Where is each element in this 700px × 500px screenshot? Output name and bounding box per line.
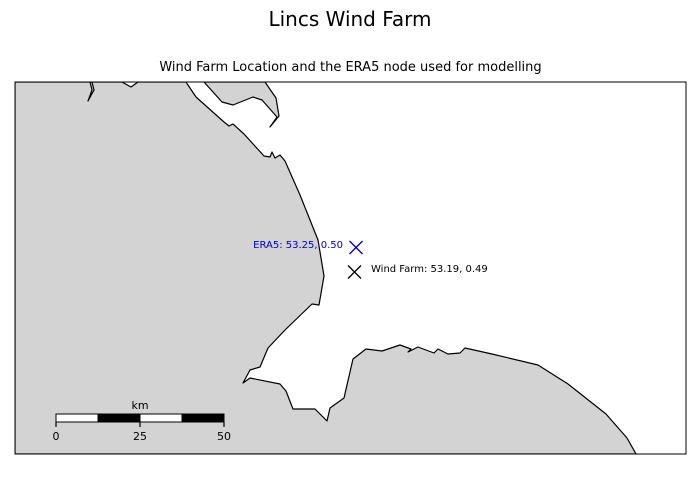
wind-farm-marker-stroke-b [347,265,362,279]
scale-bar-tick-label-50: 50 [217,430,231,443]
map-frame [14,81,687,455]
scale-bar-tick-label-25: 25 [133,430,147,443]
map-subtitle: Wind Farm Location and the ERA5 node use… [159,60,542,75]
wind-farm-label: Wind Farm: 53.19, 0.49 [371,264,488,275]
scale-bar-segment-3 [139,413,183,423]
scale-bar: km 0 25 50 [53,399,232,443]
land-lincolnshire [15,82,637,454]
land-holderness [203,82,280,128]
era5-label: ERA5: 53.25, 0.50 [253,240,343,251]
figure-title: Lincs Wind Farm [268,7,432,31]
scale-bar-segment-4 [181,413,225,423]
scale-bar-tick-label-0: 0 [53,430,60,443]
era5-marker [349,240,363,255]
wind-farm-marker [347,265,362,279]
scale-bar-segment-1 [55,413,99,423]
era5-marker-stroke-b [349,240,363,255]
scale-bar-unit: km [131,399,148,412]
map-content: ERA5: 53.25, 0.50 Wind Farm: 53.19, 0.49… [15,82,686,454]
scale-bar-segment-2 [97,413,141,423]
